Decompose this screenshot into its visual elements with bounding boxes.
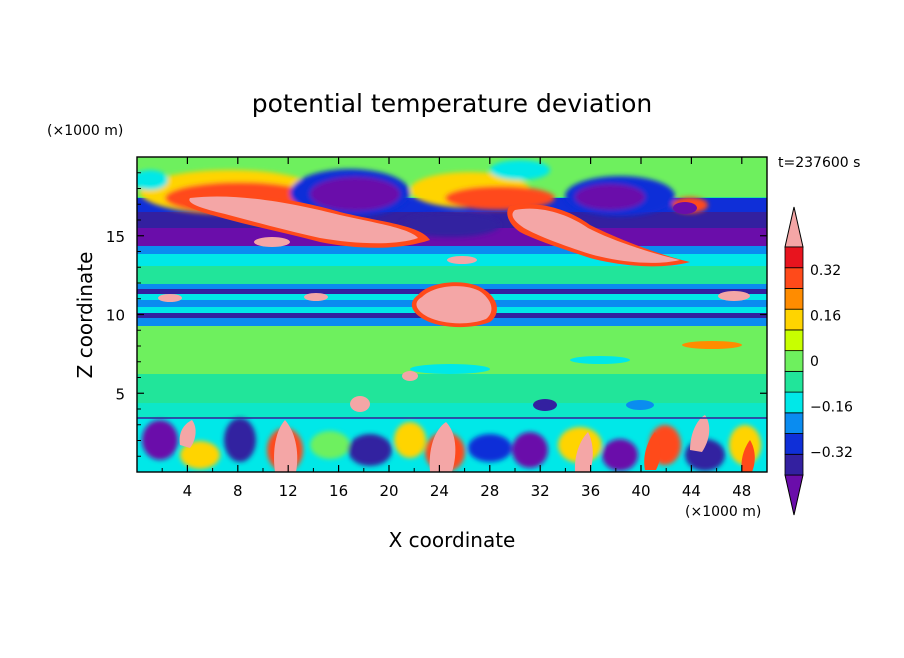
colorbar-tick-label: 0 [810, 354, 819, 370]
y-tick-label: 10 [106, 307, 125, 325]
blob [254, 237, 290, 247]
eddy [224, 418, 256, 462]
blob [490, 160, 550, 180]
warm-tongue [512, 208, 680, 263]
blob [718, 291, 750, 301]
blob [570, 356, 630, 364]
x-tick-label: 16 [329, 482, 348, 500]
y-axis: 5 10 15 [106, 172, 767, 457]
blob [158, 294, 182, 302]
blob [445, 186, 555, 210]
x-tick-label: 12 [279, 482, 298, 500]
eddy [512, 432, 548, 468]
blob [350, 396, 370, 412]
y-unit-label: (×1000 m) [47, 123, 123, 139]
blob [626, 400, 654, 410]
colorbar-max-arrow [784, 206, 804, 248]
blob [400, 213, 500, 237]
colorbar-tick-label: −0.32 [810, 445, 853, 461]
blob [673, 202, 697, 214]
x-tick-label: 28 [480, 482, 499, 500]
plume [741, 440, 755, 472]
plume [574, 432, 593, 472]
x-tick-label: 44 [682, 482, 701, 500]
colorbar-segment [784, 308, 804, 331]
eddy [394, 422, 426, 458]
eddy [468, 434, 512, 462]
colorbar-segment [784, 391, 804, 414]
x-unit-label: (×1000 m) [685, 504, 761, 520]
band [137, 246, 767, 254]
colorbar-tick-label: 0.32 [810, 263, 841, 279]
colorbar-segment [784, 453, 804, 476]
band [137, 266, 767, 284]
colorbar: 0.32 0.16 0 −0.16 −0.32 [784, 206, 853, 516]
colorbar-tick-label: −0.16 [810, 400, 853, 416]
blob [137, 170, 168, 190]
blob [682, 341, 742, 349]
y-tick-label: 15 [106, 228, 125, 246]
y-tick-label: 5 [115, 385, 125, 403]
eddy [310, 431, 350, 459]
band [137, 403, 767, 417]
x-tick-label: 24 [430, 482, 449, 500]
colorbar-segment [784, 329, 804, 352]
x-tick-label: 36 [581, 482, 600, 500]
plume [644, 432, 661, 470]
eddy [602, 439, 638, 471]
colorbar-segment [784, 288, 804, 310]
eddy [348, 434, 392, 466]
central-warm-blob [416, 286, 492, 324]
blob [410, 364, 490, 374]
blob [310, 177, 400, 211]
x-tick-label: 48 [732, 482, 751, 500]
colorbar-segment [784, 267, 804, 289]
plume [179, 420, 196, 448]
eddy [142, 420, 178, 460]
colorbar-segment [784, 246, 804, 269]
plume [429, 422, 456, 472]
time-label: t=237600 s [778, 155, 860, 171]
blob [447, 256, 477, 264]
blob [575, 184, 645, 210]
contour-field [137, 157, 767, 472]
y-axis-label: Z coordinate [73, 252, 97, 379]
colorbar-segment [784, 412, 804, 434]
colorbar-tick-label: 0.16 [810, 308, 841, 324]
x-axis-label: X coordinate [389, 528, 516, 552]
chart-title: potential temperature deviation [252, 89, 652, 118]
colorbar-min-arrow [784, 474, 804, 516]
x-tick-label: 4 [183, 482, 193, 500]
x-tick-label: 8 [233, 482, 243, 500]
x-tick-label: 32 [531, 482, 550, 500]
blob [304, 293, 328, 301]
colorbar-segment [784, 370, 804, 393]
plume [274, 420, 298, 472]
x-tick-label: 20 [379, 482, 398, 500]
blob [402, 371, 418, 381]
x-tick-label: 40 [631, 482, 650, 500]
plume [690, 415, 710, 452]
x-axis: 4 8 12 16 20 24 28 32 36 40 44 48 [161, 157, 751, 500]
warm-tongue [189, 196, 418, 244]
colorbar-segment [784, 433, 804, 455]
blob [533, 399, 557, 411]
colorbar-segment [784, 350, 804, 372]
